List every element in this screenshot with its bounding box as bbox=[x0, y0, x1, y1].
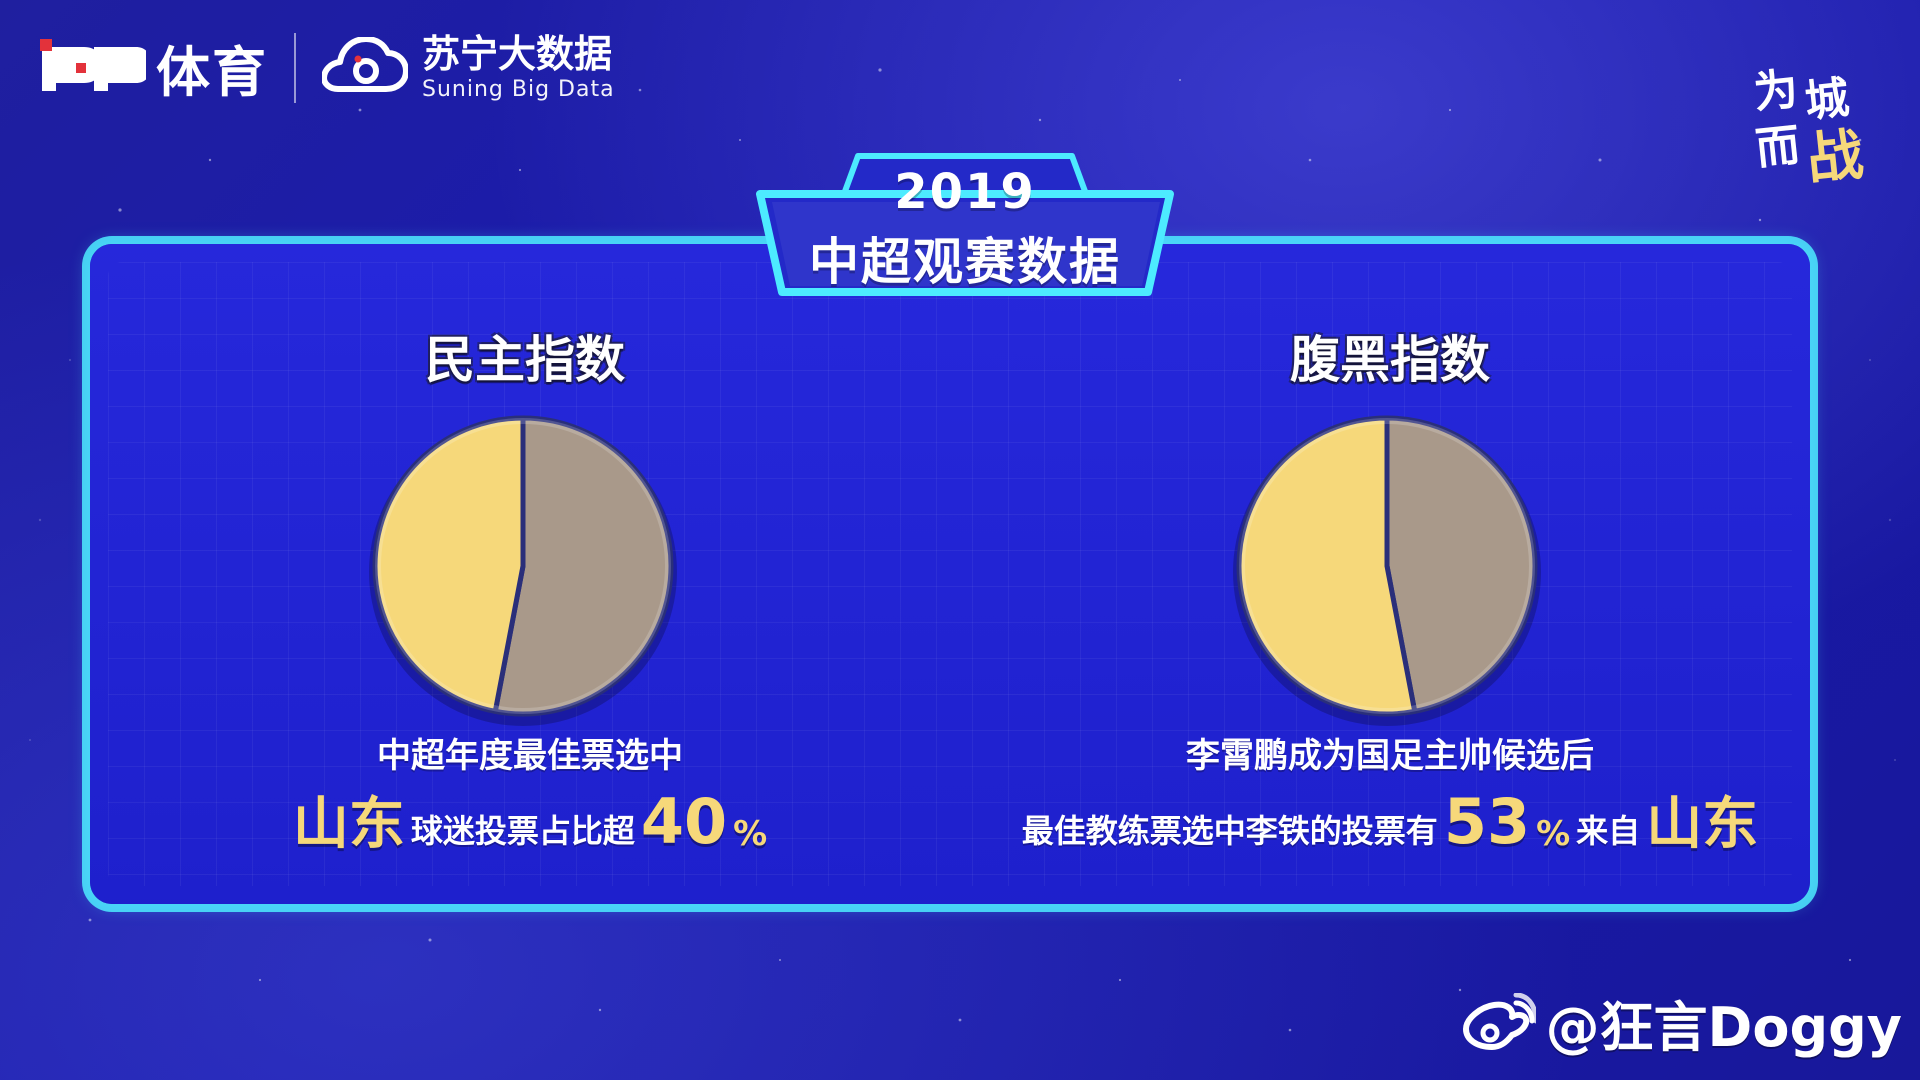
slogan-calligraphy: 为 城 而 战 bbox=[1751, 64, 1866, 193]
pie-slice-0-0 bbox=[492, 415, 674, 717]
pie-slice-1-0 bbox=[1384, 415, 1538, 714]
weibo-watermark: @狂言Doggy bbox=[1462, 983, 1902, 1062]
left-highlight-number: 40 bbox=[640, 785, 728, 858]
weibo-icon bbox=[1462, 992, 1536, 1050]
title-badge: 2019 中超观赛数据 bbox=[730, 150, 1200, 310]
pie-highlight bbox=[1239, 418, 1535, 714]
suning-text: 苏宁大数据 Suning Big Data bbox=[422, 35, 615, 101]
pp-sports-label: 体育 bbox=[156, 41, 268, 104]
suning-big-data-logo: 苏宁大数据 Suning Big Data bbox=[322, 35, 615, 101]
pp-logo-icon bbox=[40, 38, 146, 91]
pie-right-svg bbox=[1233, 415, 1541, 726]
pp-sports-logo: 体育 bbox=[36, 28, 268, 107]
right-highlight-percent: % bbox=[1536, 813, 1571, 854]
page-title: 中超观赛数据 bbox=[809, 233, 1121, 291]
slogan-char-1: 为 bbox=[1751, 64, 1800, 119]
brand-divider bbox=[294, 32, 296, 103]
left-line-1: 中超年度最佳票选中 bbox=[377, 736, 683, 776]
pie-slice-1-1 bbox=[1236, 415, 1418, 717]
right-line-2-mid: 来自 bbox=[1576, 811, 1641, 850]
pie-slice-0-1 bbox=[372, 415, 526, 714]
title-badge-shape bbox=[756, 153, 1174, 296]
slogan-char-4: 战 bbox=[1804, 122, 1866, 192]
pie-highlight bbox=[375, 418, 671, 714]
pie-left-svg bbox=[369, 415, 677, 726]
brand-bar: 体育 苏宁大数据 Suning Big Data bbox=[36, 28, 615, 107]
pie-chart-left bbox=[343, 398, 703, 728]
right-highlight-region: 山东 bbox=[1646, 792, 1759, 857]
left-line-2-text: 球迷投票占比超 bbox=[410, 811, 635, 850]
right-line-2: 最佳教练票选中李铁的投票有 53 % 来自 山东 bbox=[980, 791, 1800, 853]
right-highlight-number: 53 bbox=[1443, 785, 1531, 858]
right-line-2-text: 最佳教练票选中李铁的投票有 bbox=[1021, 811, 1438, 850]
pie-chart-right bbox=[1207, 398, 1567, 728]
left-line-2: 山东 球迷投票占比超 40 % bbox=[250, 791, 810, 853]
left-section-title: 民主指数 bbox=[425, 331, 625, 389]
slogan-char-2: 城 bbox=[1802, 72, 1851, 127]
left-highlight-region: 山东 bbox=[292, 792, 405, 857]
left-description: 中超年度最佳票选中 山东 球迷投票占比超 40 % bbox=[250, 728, 810, 853]
year-label: 2019 bbox=[894, 164, 1036, 220]
right-description: 李霄鹏成为国足主帅候选后 最佳教练票选中李铁的投票有 53 % 来自 山东 bbox=[980, 728, 1800, 853]
right-section-title: 腹黑指数 bbox=[1290, 331, 1490, 389]
suning-en: Suning Big Data bbox=[422, 76, 615, 102]
right-line-1: 李霄鹏成为国足主帅候选后 bbox=[1186, 736, 1594, 776]
cloud-icon bbox=[322, 36, 408, 92]
left-highlight-percent: % bbox=[733, 813, 768, 854]
slogan-char-3: 而 bbox=[1753, 120, 1802, 175]
suning-cn: 苏宁大数据 bbox=[422, 31, 613, 76]
weibo-handle: @狂言Doggy bbox=[1545, 996, 1902, 1059]
